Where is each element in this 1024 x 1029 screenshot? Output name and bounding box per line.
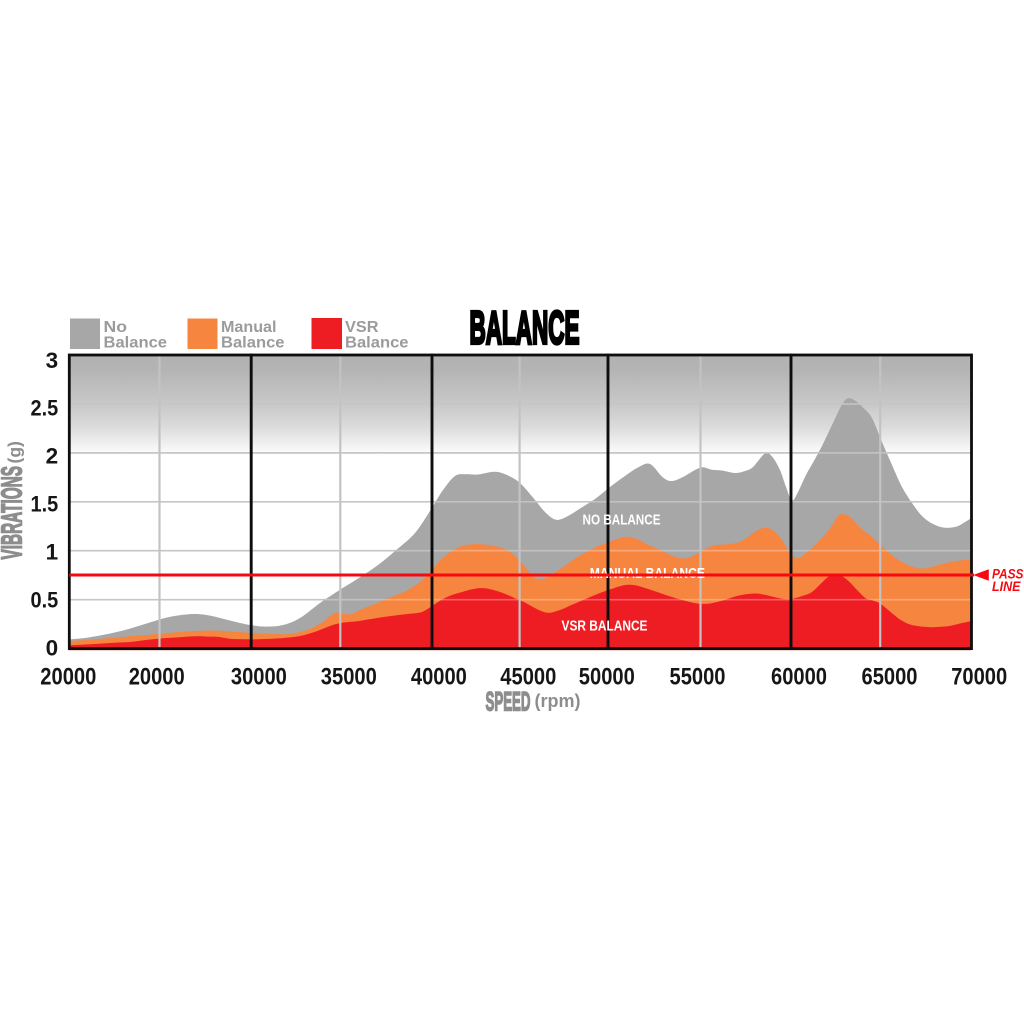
svg-text:VIBRATIONS: VIBRATIONS (0, 466, 29, 560)
svg-text:45000: 45000 (500, 663, 556, 690)
svg-text:0: 0 (46, 635, 59, 660)
svg-text:Balance: Balance (221, 335, 285, 352)
svg-text:50000: 50000 (579, 663, 635, 690)
svg-text:55000: 55000 (670, 663, 726, 690)
svg-text:SPEED: SPEED (486, 687, 531, 717)
svg-text:LINE: LINE (992, 579, 1021, 595)
svg-text:NO BALANCE: NO BALANCE (583, 511, 661, 528)
svg-text:2: 2 (46, 444, 59, 469)
svg-text:60000: 60000 (771, 663, 827, 690)
svg-text:(g): (g) (5, 441, 25, 463)
svg-text:No: No (104, 319, 128, 336)
svg-text:BALANCE: BALANCE (470, 302, 580, 354)
svg-text:65000: 65000 (862, 663, 918, 690)
svg-text:VSR: VSR (345, 319, 379, 336)
svg-text:40000: 40000 (411, 663, 467, 690)
svg-text:20000: 20000 (40, 663, 96, 690)
svg-text:20000: 20000 (129, 663, 185, 690)
svg-text:VSR BALANCE: VSR BALANCE (562, 618, 648, 635)
svg-text:Balance: Balance (345, 335, 409, 352)
svg-text:70000: 70000 (951, 663, 1007, 690)
svg-text:Manual: Manual (221, 319, 277, 336)
svg-text:3: 3 (46, 348, 59, 373)
svg-text:35000: 35000 (321, 663, 377, 690)
svg-text:1.5: 1.5 (31, 492, 59, 517)
svg-text:(rpm): (rpm) (535, 691, 581, 711)
svg-text:Balance: Balance (104, 335, 168, 352)
svg-text:2.5: 2.5 (31, 396, 59, 421)
svg-text:30000: 30000 (231, 663, 287, 690)
svg-text:1: 1 (46, 540, 59, 565)
svg-text:0.5: 0.5 (31, 587, 59, 612)
svg-text:PASS: PASS (992, 566, 1024, 582)
